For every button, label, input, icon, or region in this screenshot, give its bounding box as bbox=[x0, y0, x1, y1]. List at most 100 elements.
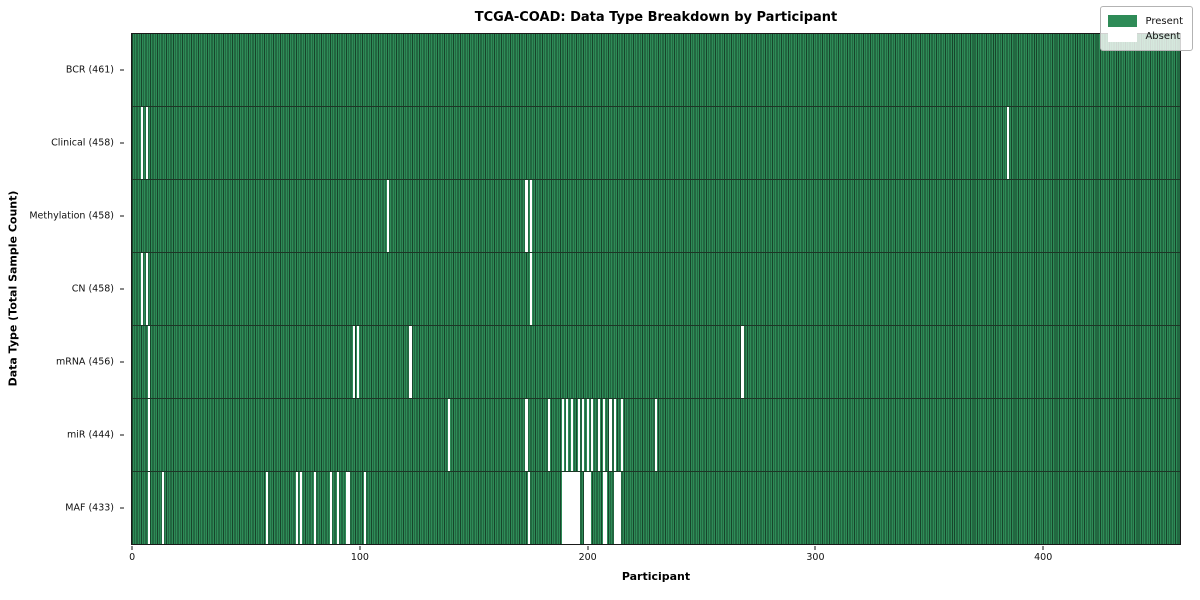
absent-stripe bbox=[529, 253, 533, 325]
y-tick-mark bbox=[120, 361, 124, 363]
heatmap-row-mrna bbox=[132, 325, 1180, 398]
x-tick-label-100: 100 bbox=[350, 552, 369, 563]
legend: Present Absent bbox=[1100, 6, 1193, 51]
absent-stripe bbox=[141, 107, 144, 179]
absent-stripe bbox=[561, 472, 564, 544]
absent-stripe bbox=[588, 472, 592, 544]
absent-stripe bbox=[568, 472, 571, 544]
absent-stripe bbox=[329, 472, 333, 544]
absent-stripe bbox=[598, 399, 601, 471]
y-tick-label-maf: MAF (433) bbox=[65, 502, 114, 514]
y-tick-label-clinical: Clinical (458) bbox=[51, 137, 114, 149]
absent-stripe bbox=[563, 472, 567, 544]
absent-stripe bbox=[586, 472, 589, 544]
legend-entry-present: Present bbox=[1108, 15, 1183, 27]
absent-stripe bbox=[529, 180, 533, 252]
absent-stripe bbox=[620, 399, 624, 471]
absent-stripe bbox=[577, 472, 580, 544]
absent-stripe bbox=[357, 326, 360, 398]
x-tick-mark bbox=[131, 546, 133, 550]
absent-stripe bbox=[573, 472, 576, 544]
absent-stripe bbox=[582, 399, 585, 471]
absent-stripe bbox=[447, 399, 451, 471]
absent-stripe bbox=[566, 399, 569, 471]
absent-stripe bbox=[609, 399, 612, 471]
heatmap-row-clinical bbox=[132, 106, 1180, 179]
absent-stripe bbox=[363, 472, 367, 544]
x-tick-label-300: 300 bbox=[806, 552, 825, 563]
absent-stripe bbox=[602, 399, 605, 471]
y-tick-mark bbox=[120, 69, 124, 71]
heatmap-row-maf bbox=[132, 471, 1180, 544]
absent-stripe bbox=[300, 472, 303, 544]
x-axis-ticks: 0 100 200 300 400 bbox=[129, 545, 1181, 565]
y-tick-label-mir: miR (444) bbox=[66, 429, 114, 441]
heatmap-row-cn bbox=[132, 252, 1180, 325]
absent-stripe bbox=[347, 472, 351, 544]
absent-stripe bbox=[525, 180, 528, 252]
y-tick-mark bbox=[120, 288, 124, 290]
present-swatch bbox=[1108, 15, 1138, 27]
absent-stripe bbox=[561, 399, 564, 471]
x-tick-mark bbox=[1042, 546, 1044, 550]
absent-swatch bbox=[1108, 30, 1138, 42]
absent-stripe bbox=[613, 399, 617, 471]
absent-stripe bbox=[352, 326, 355, 398]
absent-stripe bbox=[613, 472, 617, 544]
y-tick-label-cn: CN (458) bbox=[71, 283, 114, 295]
absent-stripe bbox=[616, 472, 619, 544]
absent-stripe bbox=[345, 472, 348, 544]
absent-stripe bbox=[548, 399, 551, 471]
absent-stripe bbox=[618, 472, 621, 544]
absent-stripe bbox=[602, 472, 605, 544]
absent-stripe bbox=[586, 399, 589, 471]
x-tick-mark bbox=[814, 546, 816, 550]
absent-stripe bbox=[313, 472, 317, 544]
absent-stripe bbox=[161, 472, 164, 544]
x-axis-title: Participant bbox=[621, 570, 691, 583]
x-tick-mark bbox=[359, 546, 361, 550]
legend-entry-absent: Absent bbox=[1108, 30, 1183, 42]
absent-stripe bbox=[147, 399, 151, 471]
absent-stripe bbox=[577, 399, 580, 471]
absent-stripe bbox=[566, 472, 569, 544]
absent-stripe bbox=[584, 472, 587, 544]
x-tick-label-400: 400 bbox=[1034, 552, 1053, 563]
absent-stripe bbox=[386, 180, 389, 252]
y-axis-tick-labels: BCR (461) Clinical (458) Methylation (458)… bbox=[0, 33, 124, 545]
absent-stripe bbox=[266, 472, 269, 544]
absent-stripe bbox=[527, 472, 530, 544]
x-tick-label-200: 200 bbox=[578, 552, 597, 563]
chart-title: TCGA-COAD: Data Type Breakdown by Partic… bbox=[474, 10, 838, 25]
absent-stripe bbox=[145, 107, 148, 179]
absent-stripe bbox=[741, 326, 744, 398]
absent-stripe bbox=[525, 399, 528, 471]
y-tick-mark bbox=[120, 434, 124, 436]
heatmap-row-mir bbox=[132, 398, 1180, 471]
y-tick-label-bcr: BCR (461) bbox=[65, 64, 114, 76]
absent-stripe bbox=[654, 399, 658, 471]
absent-stripe bbox=[570, 399, 574, 471]
legend-label-present: Present bbox=[1145, 15, 1183, 27]
plot-area bbox=[131, 33, 1181, 545]
absent-stripe bbox=[336, 472, 339, 544]
absent-stripe bbox=[591, 399, 594, 471]
absent-stripe bbox=[570, 472, 574, 544]
absent-stripe bbox=[141, 253, 144, 325]
absent-stripe bbox=[295, 472, 298, 544]
heatmap-row-bcr bbox=[132, 34, 1180, 106]
absent-stripe bbox=[147, 326, 151, 398]
absent-stripe bbox=[575, 472, 578, 544]
x-tick-mark bbox=[587, 546, 589, 550]
y-tick-label-methylation: Methylation (458) bbox=[29, 210, 114, 222]
y-tick-mark bbox=[120, 215, 124, 217]
y-tick-mark bbox=[120, 142, 124, 144]
absent-stripe bbox=[145, 253, 148, 325]
absent-stripe bbox=[147, 472, 151, 544]
absent-stripe bbox=[604, 472, 608, 544]
x-tick-label-0: 0 bbox=[129, 552, 136, 563]
legend-label-absent: Absent bbox=[1145, 30, 1181, 42]
y-tick-mark bbox=[120, 507, 124, 509]
y-tick-label-mrna: mRNA (456) bbox=[55, 356, 114, 368]
